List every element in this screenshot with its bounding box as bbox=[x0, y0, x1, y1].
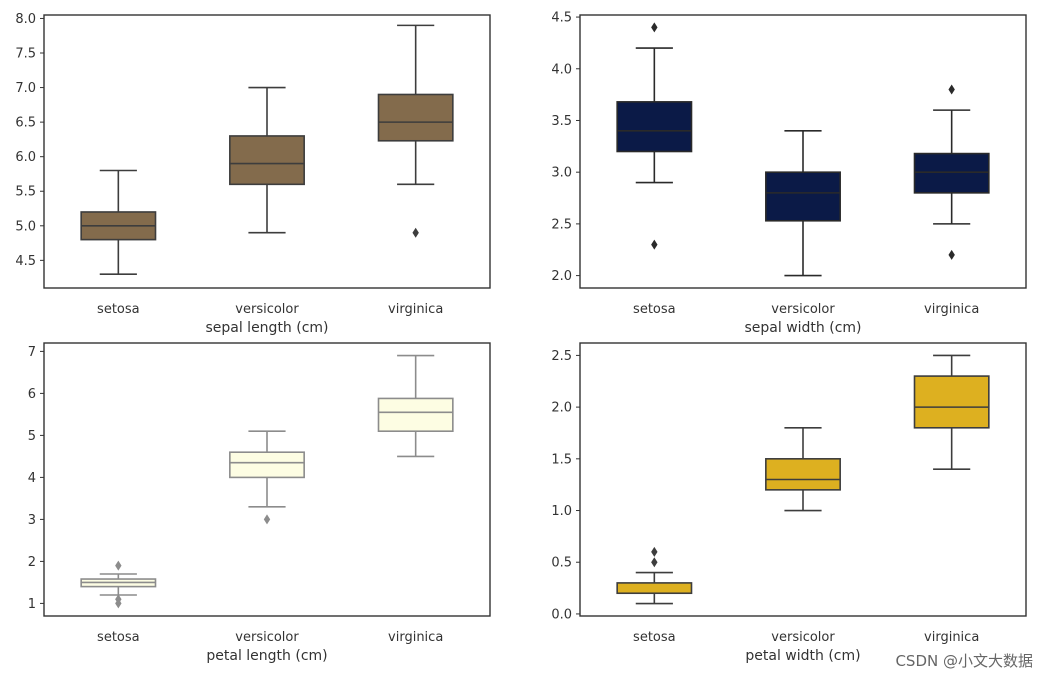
outlier-point bbox=[263, 514, 271, 525]
watermark: CSDN @小文大数据 bbox=[895, 652, 1033, 670]
y-tick-label: 5.0 bbox=[15, 219, 36, 234]
box-virginica bbox=[913, 84, 990, 260]
y-tick-label: 8.0 bbox=[15, 12, 36, 27]
y-tick-label: 7.0 bbox=[15, 81, 36, 96]
outlier-point bbox=[651, 546, 658, 557]
y-tick-label: 3.0 bbox=[551, 166, 572, 181]
box-body bbox=[765, 458, 841, 491]
y-tick-label: 4.5 bbox=[15, 254, 36, 269]
y-tick-label: 6.5 bbox=[15, 116, 36, 131]
box-virginica bbox=[913, 354, 990, 470]
outlier-point bbox=[948, 84, 955, 95]
chart-panel-4: 0.0 0.5 1.0 1.5 2.0 2.5 setosa versicolor virgin… bbox=[551, 342, 1027, 664]
x-tick-label: setosa bbox=[633, 302, 676, 317]
plot-frame bbox=[579, 14, 1027, 289]
x-tick-label: versicolor bbox=[771, 630, 835, 645]
x-tick-label: setosa bbox=[97, 630, 140, 645]
box-virginica bbox=[377, 24, 454, 238]
plot-frame bbox=[579, 342, 1027, 617]
box-setosa bbox=[616, 22, 693, 250]
box-body bbox=[913, 152, 990, 194]
y-tick-label: 6.0 bbox=[15, 150, 36, 165]
box-body bbox=[913, 375, 990, 429]
box-body bbox=[616, 101, 693, 153]
y-tick-label: 0.0 bbox=[551, 607, 572, 622]
box-virginica bbox=[377, 354, 454, 458]
x-tick-label: virginica bbox=[388, 302, 443, 317]
box-versicolor bbox=[229, 86, 305, 234]
x-axis-label: petal length (cm) bbox=[206, 648, 327, 664]
y-tick-label: 7 bbox=[28, 345, 36, 360]
outlier-point bbox=[115, 560, 122, 571]
y-tick-label: 2.0 bbox=[551, 401, 572, 416]
chart-panel-2: 2.0 2.5 3.0 3.5 4.0 4.5 setosa versicolor virgin… bbox=[551, 11, 1027, 336]
outlier-point bbox=[412, 227, 419, 238]
box-body bbox=[765, 171, 841, 222]
outlier-point bbox=[651, 557, 658, 568]
y-tick-label: 2 bbox=[28, 555, 36, 570]
box-setosa bbox=[616, 546, 693, 605]
box-versicolor bbox=[765, 130, 841, 277]
box-body bbox=[616, 582, 693, 595]
x-tick-label: versicolor bbox=[235, 630, 299, 645]
box-body bbox=[229, 135, 305, 186]
outlier-point bbox=[948, 249, 955, 260]
x-axis-label: sepal length (cm) bbox=[205, 320, 328, 336]
box-versicolor bbox=[765, 426, 841, 512]
x-tick-label: virginica bbox=[924, 302, 979, 317]
y-tick-label: 7.5 bbox=[15, 47, 36, 62]
y-tick-label: 4.5 bbox=[551, 11, 572, 26]
chart-panel-3: 1 2 3 4 5 6 7 setosa versicolor virginica petal le… bbox=[28, 342, 491, 664]
y-tick-label: 1.0 bbox=[551, 504, 572, 519]
x-tick-label: versicolor bbox=[771, 302, 835, 317]
outlier-point bbox=[115, 594, 122, 605]
x-tick-label: setosa bbox=[97, 302, 140, 317]
box-body bbox=[377, 93, 454, 142]
y-tick-label: 6 bbox=[28, 387, 36, 402]
y-tick-label: 4.0 bbox=[551, 62, 572, 77]
y-tick-label: 3 bbox=[28, 513, 36, 528]
y-tick-label: 2.5 bbox=[551, 217, 572, 232]
outlier-point bbox=[651, 22, 658, 33]
box-versicolor bbox=[229, 430, 305, 525]
plot-frame bbox=[43, 342, 491, 617]
box-setosa bbox=[80, 560, 157, 609]
y-tick-label: 1 bbox=[28, 597, 36, 612]
x-tick-label: virginica bbox=[924, 630, 979, 645]
outlier-point bbox=[651, 239, 658, 250]
box-body bbox=[377, 397, 454, 433]
x-axis-label: petal width (cm) bbox=[745, 648, 860, 664]
y-tick-label: 1.5 bbox=[551, 452, 572, 467]
x-axis-label: sepal width (cm) bbox=[744, 320, 861, 336]
chart-panel-1: 4.5 5.0 5.5 6.0 6.5 7.0 7.5 8.0 setosa versicolor… bbox=[15, 12, 491, 336]
y-tick-label: 5.5 bbox=[15, 185, 36, 200]
box-setosa bbox=[80, 169, 157, 275]
box-body bbox=[229, 451, 305, 479]
y-tick-label: 2.5 bbox=[551, 349, 572, 364]
x-tick-label: versicolor bbox=[235, 302, 299, 317]
y-tick-label: 3.5 bbox=[551, 114, 572, 129]
y-tick-label: 2.0 bbox=[551, 269, 572, 284]
y-tick-label: 0.5 bbox=[551, 556, 572, 571]
y-tick-label: 5 bbox=[28, 429, 36, 444]
y-tick-label: 4 bbox=[28, 471, 36, 486]
x-tick-label: setosa bbox=[633, 630, 676, 645]
plot-frame bbox=[43, 14, 491, 289]
x-tick-label: virginica bbox=[388, 630, 443, 645]
